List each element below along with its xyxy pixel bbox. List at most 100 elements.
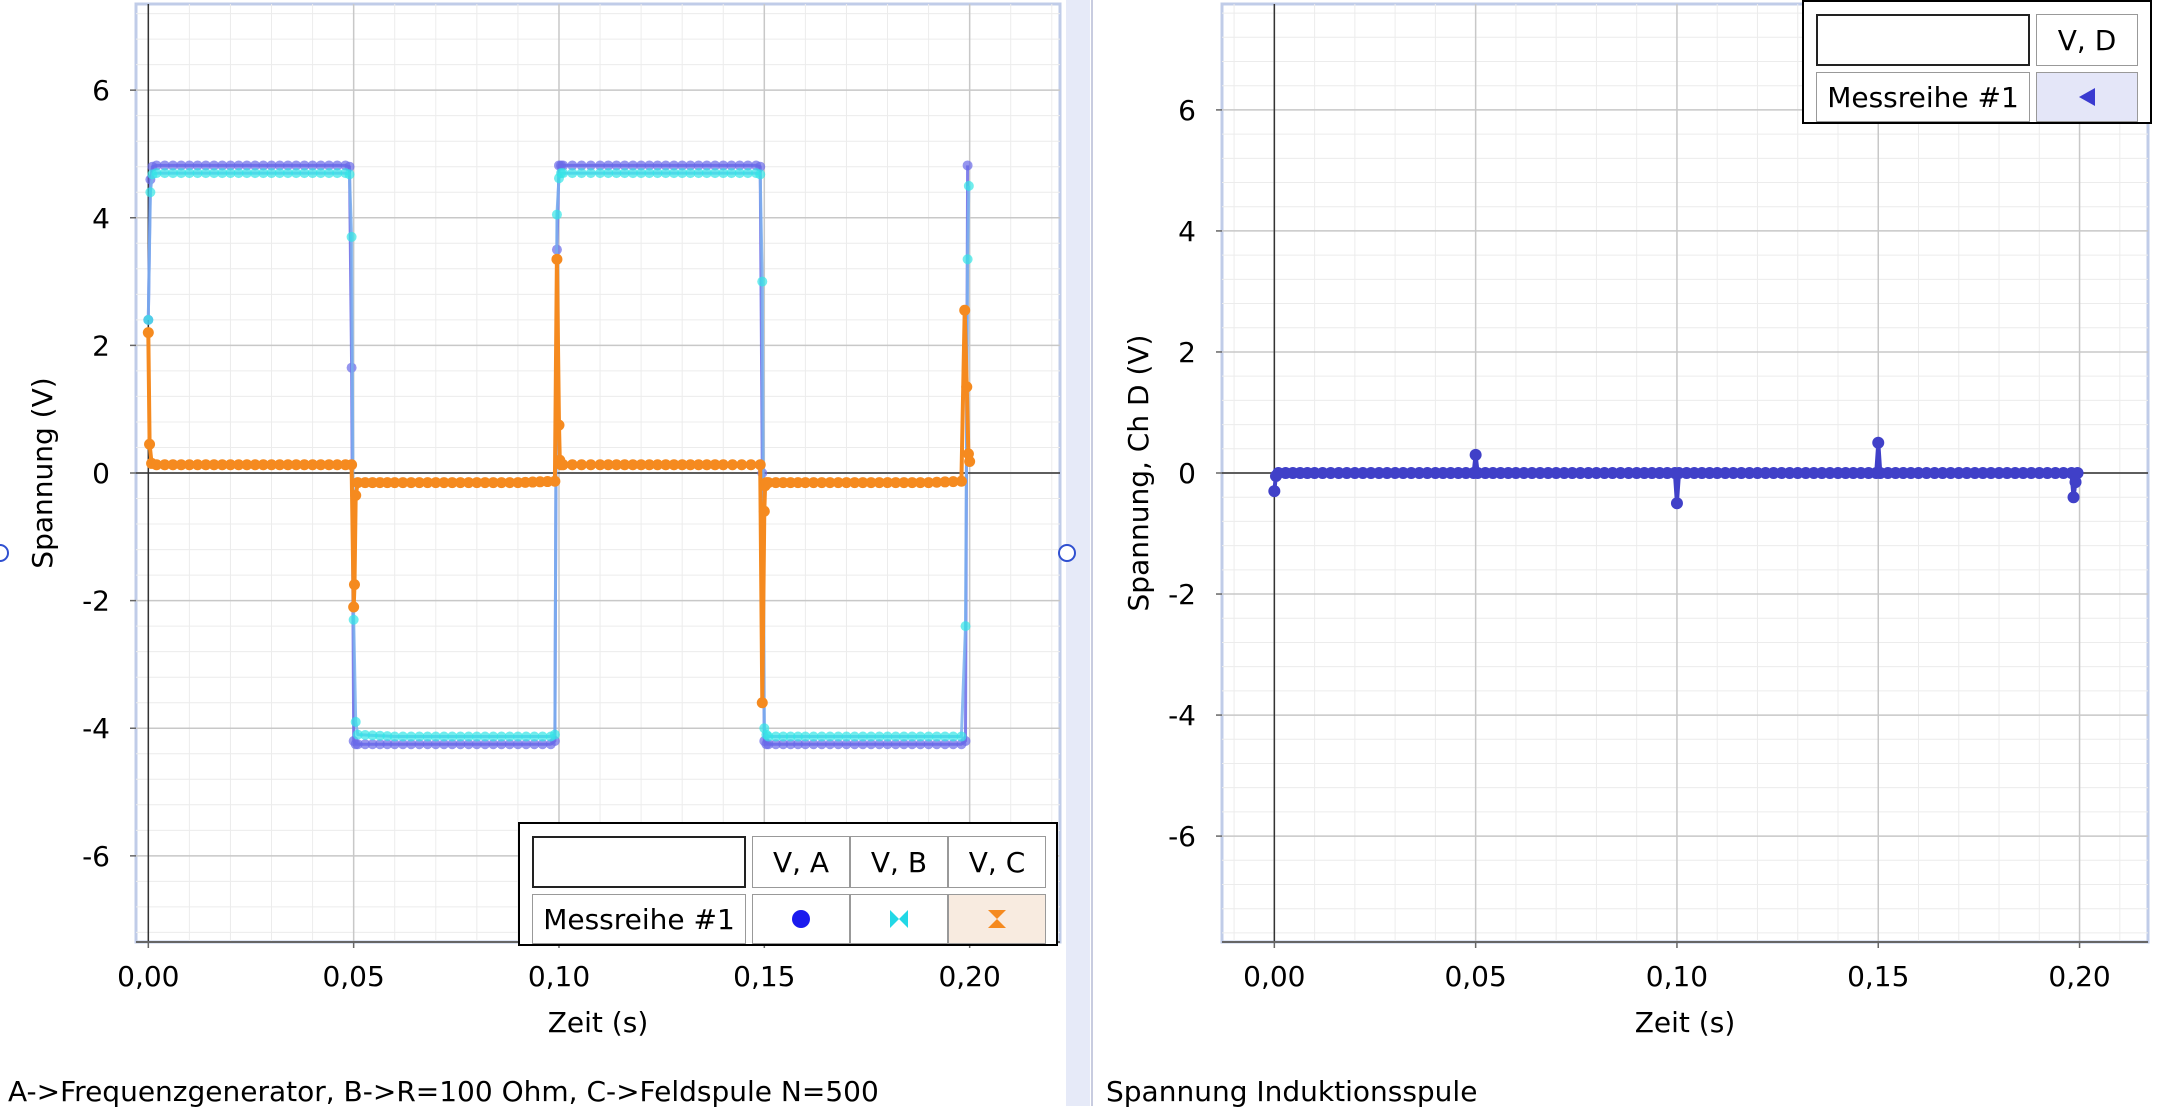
data-point — [660, 160, 671, 171]
data-point — [619, 160, 630, 171]
data-point — [898, 739, 909, 750]
data-point — [455, 739, 466, 750]
data-point — [567, 160, 578, 171]
data-point — [890, 739, 901, 750]
legend-left-row-label[interactable]: Messreihe #1 — [532, 894, 746, 944]
data-point — [224, 459, 236, 471]
data-point — [184, 160, 195, 171]
data-point — [832, 477, 844, 489]
data-point — [487, 477, 499, 489]
data-point — [923, 477, 935, 489]
legend-right-row-label[interactable]: Messreihe #1 — [1816, 72, 2030, 122]
data-point — [923, 739, 934, 750]
data-point — [717, 459, 729, 471]
data-point — [504, 731, 515, 742]
data-point — [266, 160, 277, 171]
legend-left-header-c: V, C — [948, 836, 1046, 888]
data-point — [217, 168, 228, 179]
right-panel-resize-handle[interactable] — [1058, 544, 1076, 562]
x-axis-label: Zeit (s) — [1635, 1006, 1736, 1039]
data-point — [585, 168, 596, 179]
data-point — [323, 459, 335, 471]
data-point — [636, 160, 647, 171]
data-point — [266, 459, 278, 471]
data-point — [770, 739, 781, 750]
data-point — [324, 160, 335, 171]
data-point — [144, 438, 156, 450]
data-point — [677, 160, 688, 171]
data-point — [430, 739, 441, 750]
legend-left: V, A V, B V, C Messreihe #1 — [518, 822, 1058, 946]
data-point — [931, 731, 942, 742]
data-point — [874, 731, 885, 742]
x-tick-label: 0,00 — [1243, 960, 1305, 993]
data-point — [948, 731, 959, 742]
data-point — [763, 731, 774, 742]
data-point — [348, 601, 360, 613]
data-point — [800, 731, 811, 742]
data-point — [216, 459, 228, 471]
data-point — [792, 739, 803, 750]
data-point — [350, 489, 362, 501]
data-point — [595, 168, 606, 179]
data-point — [898, 731, 909, 742]
data-point — [382, 731, 393, 742]
y-tick-label: -6 — [82, 840, 110, 873]
data-point — [644, 168, 655, 179]
data-point — [816, 731, 827, 742]
data-point — [849, 739, 860, 750]
data-point — [882, 739, 893, 750]
right-chart-caption: Spannung Induktionsspule — [1106, 1075, 1478, 1108]
hourglass-symbol-icon — [988, 910, 1006, 928]
data-point — [849, 731, 860, 742]
data-point — [939, 476, 951, 488]
data-point — [315, 160, 326, 171]
data-point — [734, 160, 745, 171]
data-point — [298, 459, 310, 471]
data-point — [374, 739, 385, 750]
data-point — [447, 731, 458, 742]
data-point — [414, 739, 425, 750]
data-point — [882, 477, 894, 489]
chart-left: 0,00 0,05 0,10 0,15 0,20 -6 -4 -2 0 2 4 6 Zeit (s) Sp… — [26, 2, 1062, 1039]
data-point — [488, 731, 499, 742]
data-point — [200, 160, 211, 171]
data-point — [962, 160, 973, 171]
legend-left-symbol-a[interactable] — [752, 894, 850, 944]
legend-left-label-input[interactable] — [532, 836, 746, 888]
y-tick-label: -2 — [82, 585, 110, 618]
data-point — [1872, 436, 1885, 449]
data-point — [948, 739, 959, 750]
legend-right-label-input[interactable] — [1816, 14, 2030, 66]
data-point — [745, 459, 757, 471]
data-point — [841, 731, 852, 742]
data-point — [159, 168, 170, 179]
legend-left-symbol-b[interactable] — [850, 894, 948, 944]
data-point — [833, 731, 844, 742]
legend-right-symbol-d[interactable] — [2036, 72, 2138, 122]
data-point — [558, 160, 569, 171]
data-point — [463, 477, 475, 489]
data-point — [512, 731, 523, 742]
data-point — [964, 456, 976, 468]
data-point — [758, 505, 770, 517]
data-point — [710, 168, 721, 179]
data-point — [151, 168, 162, 179]
data-point — [551, 253, 563, 265]
data-point — [882, 731, 893, 742]
data-point — [959, 304, 971, 316]
data-point — [603, 168, 614, 179]
data-point — [479, 477, 491, 489]
data-point — [463, 739, 474, 750]
data-point — [184, 168, 195, 179]
data-point — [159, 160, 170, 171]
data-point — [374, 730, 385, 741]
data-point — [553, 419, 565, 431]
y-axis-label: Spannung, Ch D (V) — [1122, 335, 1155, 612]
data-point — [480, 739, 491, 750]
data-point — [360, 730, 371, 741]
data-point — [350, 716, 361, 727]
legend-left-symbol-c[interactable] — [948, 894, 1046, 944]
data-point — [558, 168, 569, 179]
data-point — [225, 160, 236, 171]
